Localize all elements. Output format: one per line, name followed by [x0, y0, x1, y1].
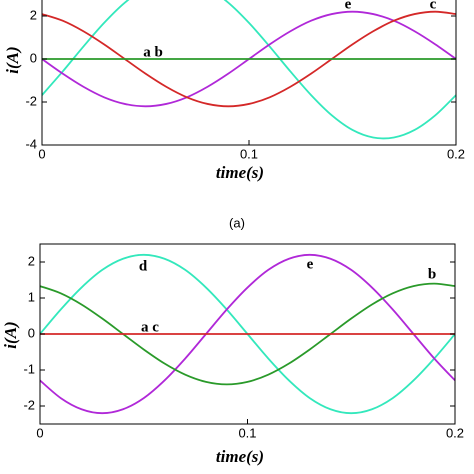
x-axis-label: time(s): [216, 447, 264, 466]
x-tick-label: 0: [38, 146, 45, 161]
curve-label: a c: [141, 319, 159, 335]
y-axis-label: i(A): [3, 46, 22, 73]
y-tick-label: 2: [30, 7, 37, 22]
curve-label: c: [430, 0, 437, 12]
y-tick-label: 2: [28, 253, 35, 268]
y-tick-label: -2: [23, 397, 35, 412]
curve-label: e: [345, 0, 352, 12]
x-axis-label: time(s): [216, 163, 264, 182]
series-line: [42, 10, 456, 108]
y-tick-label: -4: [25, 136, 37, 151]
x-tick-label: 0.2: [447, 146, 465, 161]
panel: -4 -2 0 2 0 0.1 0.2 time(s) i(A) e c a b (a): [3, 0, 465, 230]
curve-label: d: [139, 258, 148, 274]
x-tick-label: 0: [36, 425, 43, 440]
y-tick-label: -1: [23, 361, 35, 376]
y-tick-label: 0: [30, 50, 37, 65]
y-tick-label: 0: [28, 325, 35, 340]
y-axis-label: i(A): [1, 321, 20, 348]
series-line: [42, 0, 456, 140]
caption: (a): [229, 215, 245, 230]
y-tick-label: 1: [28, 289, 35, 304]
curve-label: a b: [143, 44, 163, 60]
y-tick-label: -2: [25, 93, 37, 108]
series-line: [40, 282, 455, 386]
curve-label: b: [428, 266, 436, 282]
curve-label: e: [307, 256, 314, 272]
x-tick-label: 0.1: [238, 425, 256, 440]
panel: -2 -1 0 1 2 0 0.1 0.2 time(s) i(A) d e b a c: [1, 243, 464, 466]
series-line: [40, 253, 455, 415]
x-tick-label: 0.1: [240, 146, 258, 161]
x-tick-label: 0.2: [446, 425, 464, 440]
